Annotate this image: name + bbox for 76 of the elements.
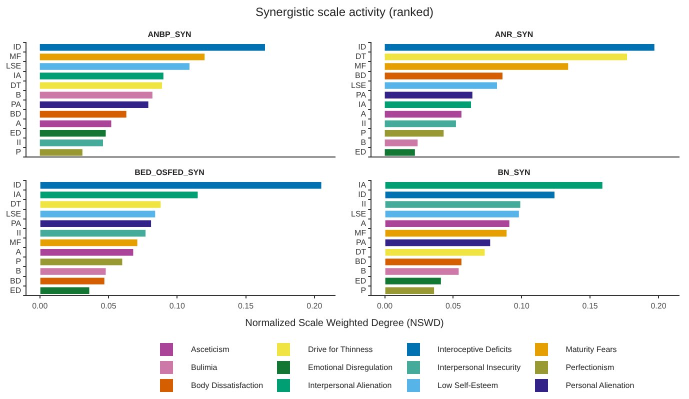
x-tick-label: 0.10 (169, 301, 186, 310)
y-tick-label: P (360, 286, 366, 295)
y-tick-label: P (16, 148, 22, 157)
x-tick-label: 0.00 (32, 301, 48, 310)
chart-title: BED_OSFED_SYN (134, 168, 205, 178)
y-tick-label: A (16, 118, 22, 128)
x-tick-label: 0.05 (100, 301, 117, 310)
x-tick-label: 0.05 (445, 301, 462, 310)
legend-label: Low Self-Esteem (438, 380, 498, 390)
x-axis-title: Normalized Scale Weighted Degree (NSWD) (244, 318, 445, 329)
y-tick-label: ED (10, 286, 22, 295)
y-tick-label: DT (355, 248, 366, 257)
y-tick-label: ED (354, 276, 366, 286)
y-tick-label: ED (10, 128, 22, 138)
x-tick-label: 0.15 (582, 301, 598, 310)
y-tick-label: ED (354, 148, 366, 157)
y-tick-label: ID (358, 190, 366, 200)
x-tick-label: 0.15 (238, 301, 254, 310)
y-tick-label: II (16, 138, 22, 148)
y-tick-label: DT (10, 200, 22, 209)
y-tick-label: BD (10, 109, 22, 118)
y-tick-label: A (360, 109, 367, 118)
y-tick-label: II (362, 118, 366, 128)
legend-label: Asceticism (191, 344, 230, 354)
y-tick-label: II (362, 200, 366, 209)
legend-label: Perfectionism (566, 362, 614, 372)
y-tick-label: II (16, 228, 22, 238)
text: Synergistic scale activity (ranked) (254, 5, 435, 19)
y-tick-label: PA (356, 90, 367, 100)
legend-label: Interpersonal Alienation (308, 380, 392, 390)
legend-label: Bulimia (191, 362, 218, 372)
y-tick-label: LSE (350, 209, 366, 218)
chart-title: ANR_SYN (494, 30, 534, 40)
y-tick-label: IA (14, 71, 22, 80)
legend-label: Emotional Disregulation (308, 362, 393, 372)
y-tick-label: LSE (6, 209, 22, 218)
x-tick-label: 0.20 (650, 301, 667, 310)
y-tick-label: BD (10, 276, 22, 286)
legend-label: Body Dissatisfaction (191, 380, 264, 390)
y-tick-label: ID (358, 42, 366, 52)
y-tick-label: BD (354, 257, 366, 266)
legend-label: Personal Alienation (566, 380, 634, 390)
chart-title: ANBP_SYN (148, 30, 192, 40)
legend-label: Maturity Fears (566, 344, 617, 354)
y-tick-label: LSE (6, 62, 22, 71)
y-tick-label: MF (10, 52, 22, 62)
y-tick-label: MF (354, 228, 366, 238)
y-tick-label: MF (10, 238, 22, 247)
x-tick-label: 0.00 (377, 301, 394, 310)
y-tick-label: BD (354, 71, 366, 80)
y-tick-label: PA (11, 218, 22, 228)
y-tick-label: LSE (350, 80, 366, 90)
y-tick-label: DT (355, 52, 366, 62)
y-tick-label: B (16, 90, 22, 100)
legend-label: Interpersonal Insecurity (438, 362, 521, 372)
x-tick-label: 0.10 (514, 301, 530, 310)
legend-label: Drive for Thinness (308, 344, 373, 354)
x-tick-label: 0.20 (306, 301, 323, 310)
y-tick-label: A (360, 218, 367, 228)
y-tick-label: DT (10, 80, 22, 90)
y-tick-label: MF (354, 62, 366, 71)
y-tick-label: PA (356, 238, 367, 247)
y-tick-label: A (16, 248, 22, 257)
y-tick-label: B (360, 138, 366, 148)
chart-title: BN_SYN (498, 168, 530, 178)
y-tick-label: IA (14, 190, 22, 200)
legend-label: Interoceptive Deficits (438, 344, 512, 354)
y-tick-label: B (16, 266, 22, 276)
y-tick-label: ID (13, 180, 22, 190)
y-tick-label: PA (11, 100, 22, 109)
y-tick-label: P (360, 128, 366, 138)
y-tick-label: B (360, 266, 366, 276)
y-tick-label: P (16, 257, 22, 266)
y-tick-label: IA (358, 180, 367, 190)
y-tick-label: ID (13, 42, 22, 52)
y-tick-label: IA (358, 100, 367, 109)
